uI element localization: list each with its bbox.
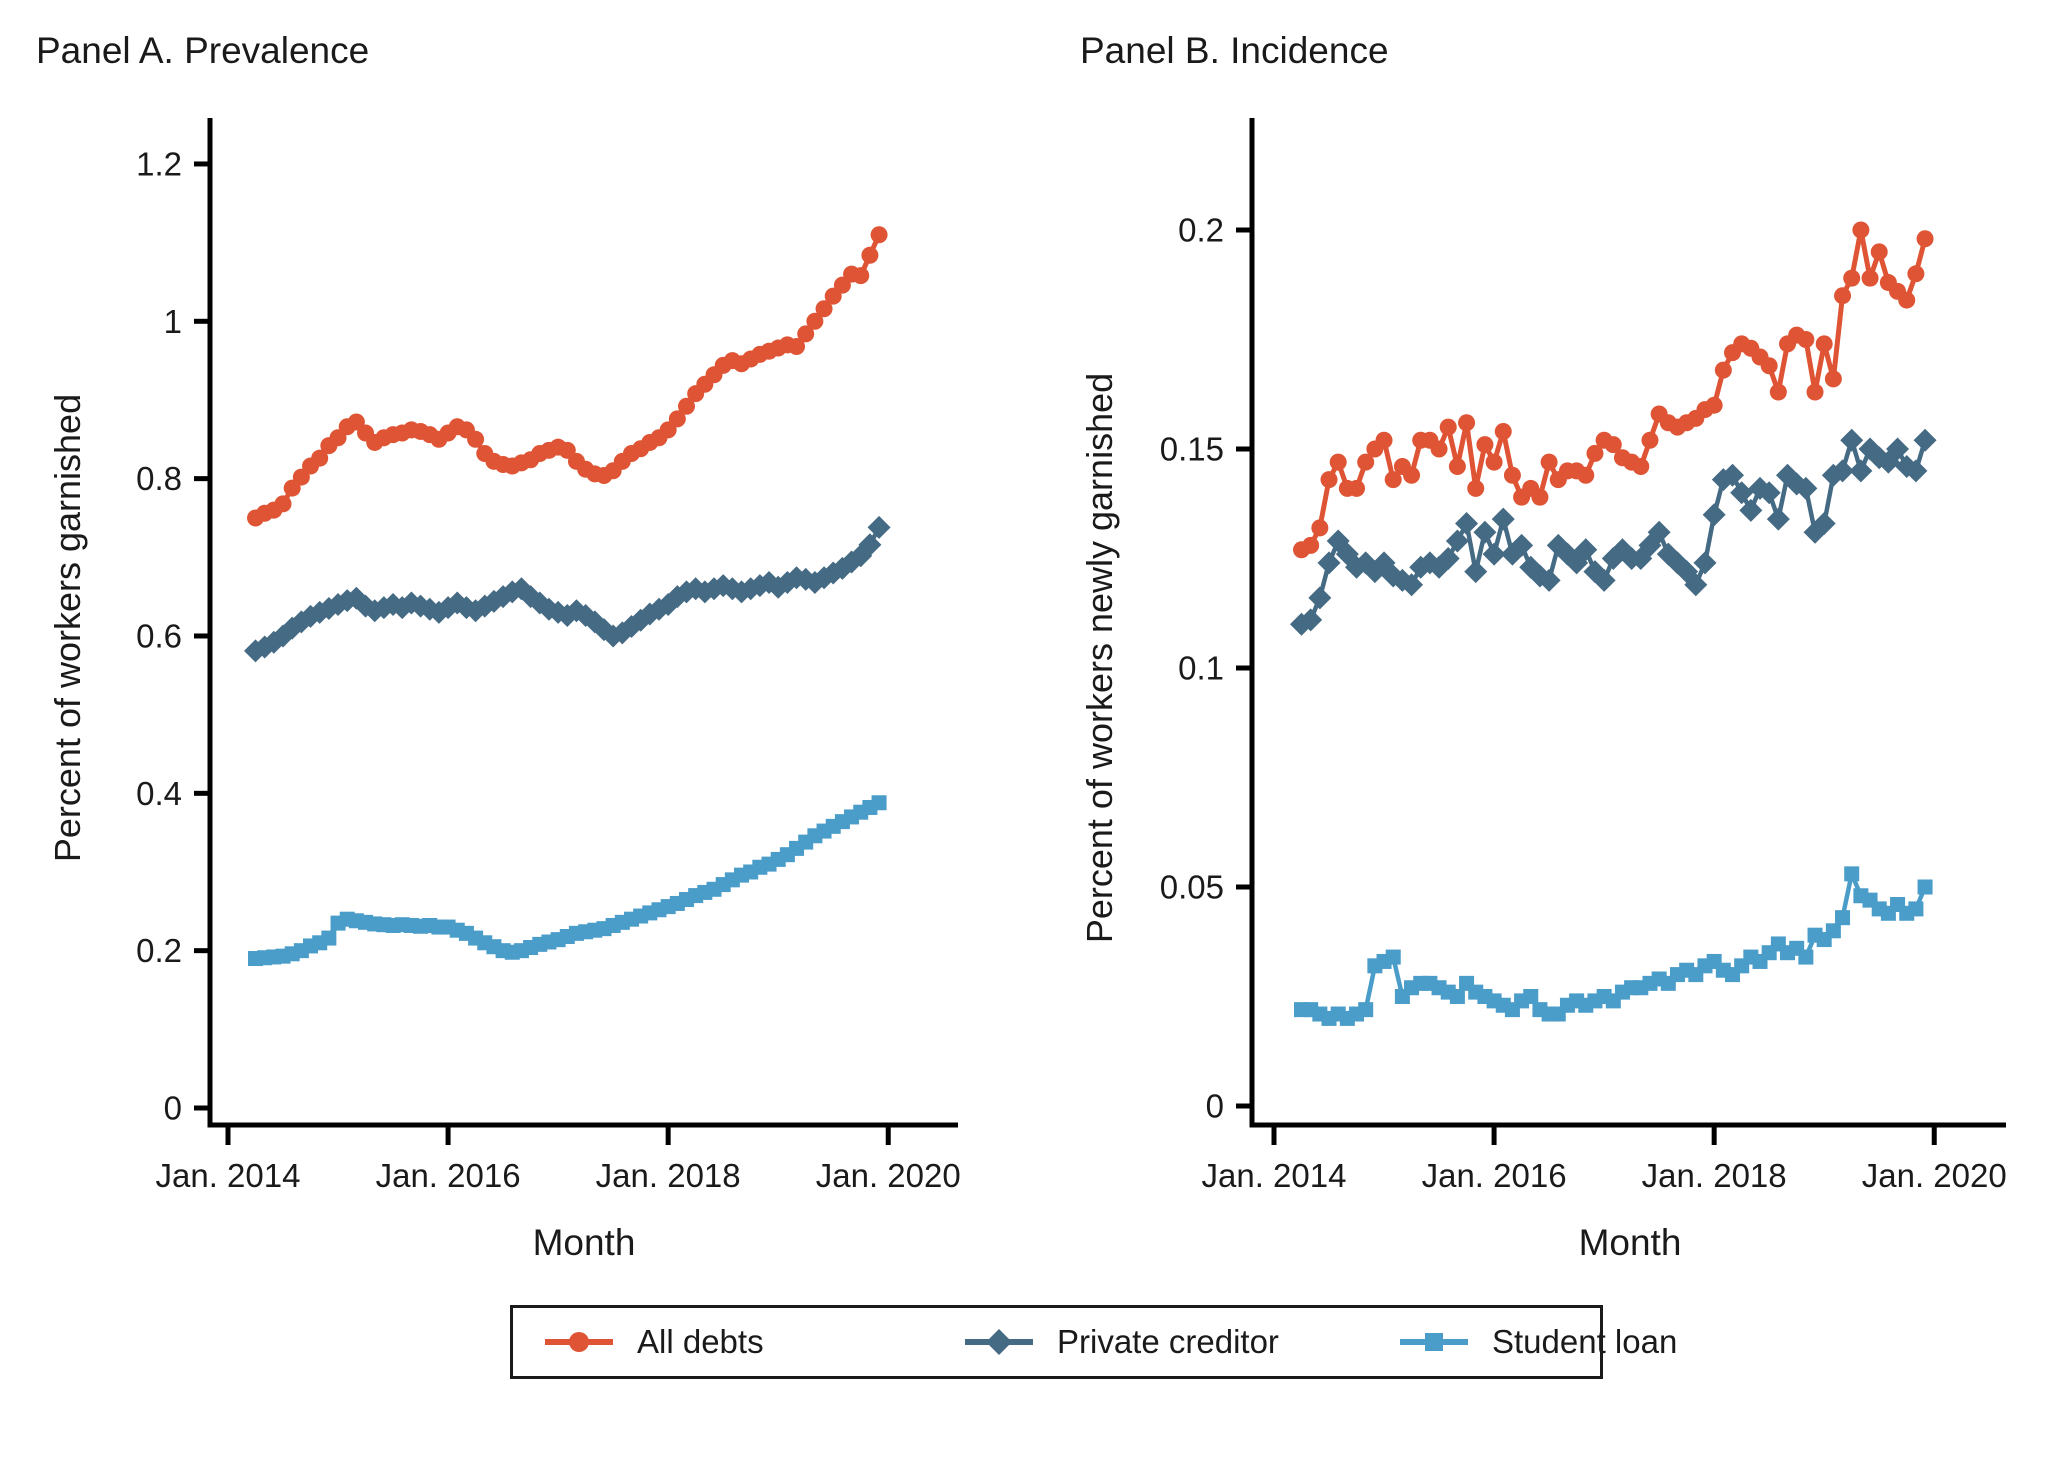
y-tick-label: 0.1 [1178,650,1224,687]
legend-entry-private-creditor: Private creditor [963,1308,1279,1376]
y-tick-label: 0.2 [1178,212,1224,249]
series-all-debts-line [1300,227,1928,552]
legend: All debts Private creditor Student loan [510,1305,1677,1379]
legend-label: Student loan [1492,1323,1678,1360]
y-tick-label: 1 [164,303,182,340]
y-tick-label: 0.15 [1160,431,1224,468]
y-tick-label: 0 [164,1090,182,1127]
y-tick-label: 0.05 [1160,869,1224,906]
series-private-creditor-markers [244,515,891,663]
x-tick-label: Jan. 2016 [376,1157,521,1194]
legend-square-marker-icon [1400,1333,1468,1351]
y-tick-label: 0.8 [136,460,182,497]
series-student-loan-markers [1294,866,1933,1026]
y-tick-label: 0 [1206,1088,1224,1125]
x-tick-label: Jan. 2014 [1202,1157,1347,1194]
y-tick-label: 0.6 [136,617,182,654]
x-tick-label: Jan. 2016 [1422,1157,1567,1194]
panel-b-axes [1236,118,2006,1145]
legend-circle-marker-icon [545,1332,613,1352]
x-tick-label: Jan. 2018 [1642,1157,1787,1194]
y-tick-label: 0.4 [136,775,182,812]
x-tick-label: Jan. 2020 [816,1157,961,1194]
y-tick-label: 0.2 [136,932,182,969]
legend-diamond-marker-icon [965,1329,1033,1355]
x-tick-label: Jan. 2020 [1862,1157,2007,1194]
panel-b-title: Panel B. Incidence [1080,30,1389,71]
y-tick-label: 1.2 [136,145,182,182]
series-all-debts-markers [247,226,888,527]
legend-label: Private creditor [1057,1323,1279,1360]
x-tick-label: Jan. 2018 [596,1157,741,1194]
panel-a-title: Panel A. Prevalence [36,30,370,71]
series-student-loan-markers [248,795,887,967]
series-private-creditor-markers [1290,428,1937,636]
legend-label: All debts [637,1323,764,1360]
series-all-debts-markers [1293,221,1934,559]
legend-entry-all-debts: All debts [543,1308,764,1376]
legend-entry-student-loan: Student loan [1398,1308,1677,1376]
panel-a-axes [194,118,958,1145]
panel-b-x-axis-label: Month [1578,1222,1682,1263]
panel-a-x-axis-label: Month [532,1222,636,1263]
x-tick-label: Jan. 2014 [156,1157,301,1194]
